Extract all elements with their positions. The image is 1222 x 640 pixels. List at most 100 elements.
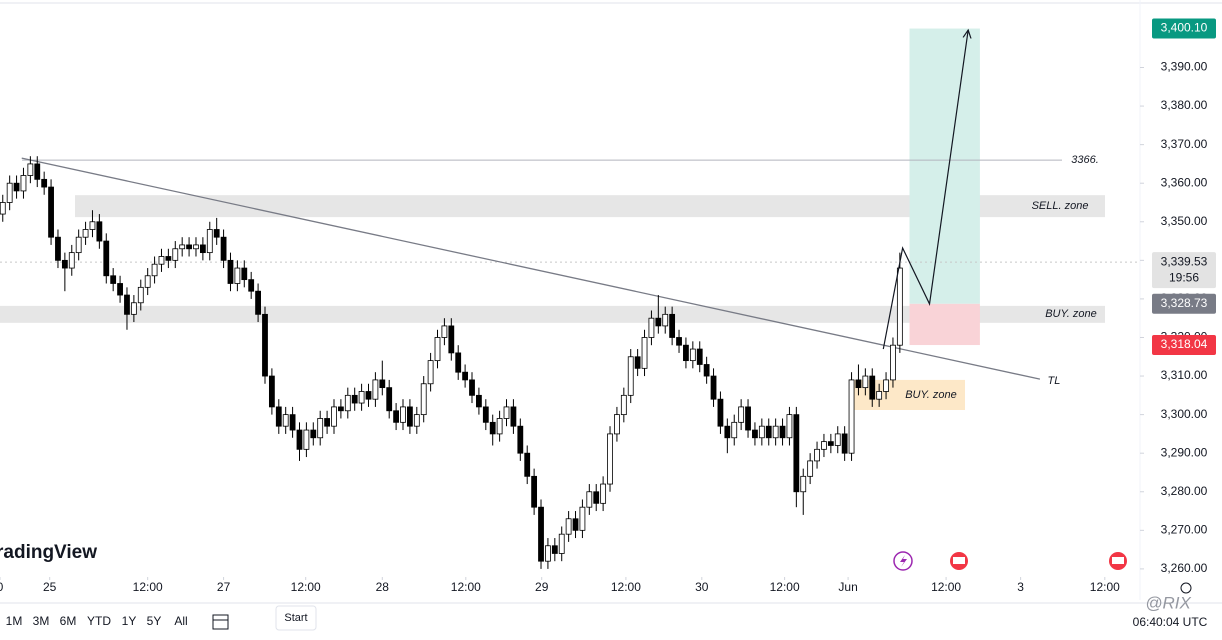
- candle-body: [110, 275, 117, 284]
- candle-body: [572, 518, 579, 531]
- candle-body: [524, 452, 531, 477]
- range-button[interactable]: 6M: [60, 614, 77, 628]
- candle-body: [158, 256, 165, 265]
- zone: [0, 305, 1105, 323]
- candle-body: [538, 506, 544, 562]
- candle-body: [565, 518, 572, 535]
- x-tick-label: 12:00: [291, 580, 321, 594]
- candle-body: [75, 236, 82, 254]
- range-button[interactable]: 5Y: [147, 614, 162, 628]
- candle-body: [89, 221, 96, 230]
- x-tick-label: 12:00: [770, 580, 800, 594]
- y-tick-label: 3,270.00: [1161, 523, 1208, 537]
- candle-body: [41, 178, 48, 188]
- event-icon-glyph: [953, 557, 965, 564]
- candle-body: [393, 410, 400, 423]
- candle-body: [317, 418, 324, 439]
- candle-body: [496, 418, 503, 435]
- candle-body: [579, 506, 586, 531]
- calendar-icon[interactable]: [212, 614, 229, 630]
- candle-body: [476, 394, 482, 408]
- range-button[interactable]: 3M: [33, 614, 50, 628]
- y-tick-label: 3,290.00: [1161, 445, 1208, 459]
- candle-body: [0, 202, 6, 215]
- candle-body: [545, 545, 551, 562]
- candle-body: [890, 344, 896, 381]
- range-button[interactable]: All: [174, 614, 187, 628]
- candle-body: [420, 383, 427, 416]
- zone-label: BUY. zone: [1045, 308, 1097, 320]
- candle-body: [137, 286, 144, 304]
- price-badge: [1152, 18, 1216, 39]
- candle-body: [531, 475, 538, 508]
- y-tick-label: 3,310.00: [1161, 368, 1208, 382]
- price-badge-label: 3,328.73: [1161, 296, 1208, 310]
- candle-body: [648, 317, 655, 338]
- range-button[interactable]: 1M: [6, 614, 23, 628]
- candle-body: [165, 256, 172, 261]
- candle-body: [144, 275, 151, 288]
- event-icon-glyph: [1112, 557, 1124, 564]
- candle-body: [551, 545, 558, 554]
- candle-body: [6, 182, 13, 203]
- candle-body: [814, 448, 820, 462]
- x-tick-label: 27: [217, 580, 231, 594]
- candle-body: [68, 252, 75, 269]
- candle-body: [193, 244, 199, 250]
- candle-body: [510, 406, 517, 427]
- x-tick-label: 12:00: [451, 580, 481, 594]
- zone: [850, 379, 965, 410]
- candle-body: [821, 441, 827, 450]
- candle-body: [13, 182, 20, 192]
- settings-icon[interactable]: [1180, 582, 1192, 594]
- candle-body: [517, 425, 524, 454]
- candle-body: [199, 244, 206, 254]
- candle-body: [351, 394, 358, 404]
- candle-body: [883, 379, 889, 392]
- candle-body: [724, 425, 731, 439]
- candle-body: [779, 425, 786, 439]
- zone-label: SELL. zone: [1032, 200, 1089, 212]
- candle-body: [275, 406, 282, 427]
- candle-body: [296, 429, 303, 450]
- position-profit: [909, 28, 980, 304]
- candle-body: [96, 221, 103, 242]
- candle-body: [365, 391, 372, 400]
- range-button[interactable]: YTD: [87, 614, 111, 628]
- price-badge: [1152, 252, 1216, 289]
- clock: 06:40:04 UTC: [1133, 615, 1208, 629]
- candle-body: [765, 425, 772, 439]
- candle-body: [289, 414, 296, 431]
- candle-body: [455, 352, 462, 373]
- candle-body: [213, 229, 220, 238]
- y-tick-label: 3,260.00: [1161, 561, 1208, 575]
- candle-body: [634, 356, 641, 369]
- candle-body: [731, 421, 738, 439]
- candle-body: [413, 414, 420, 427]
- range-button[interactable]: 1Y: [122, 614, 137, 628]
- candle-body: [503, 406, 510, 419]
- candle-body: [34, 163, 41, 180]
- event-icons: [893, 551, 1127, 571]
- y-tick-label: 3,280.00: [1161, 484, 1208, 498]
- candle-body: [255, 290, 261, 315]
- candle-body: [641, 337, 648, 369]
- x-tick-label: 12:00: [1090, 580, 1120, 594]
- candle-body: [841, 433, 848, 454]
- calendar-frame: [212, 614, 229, 630]
- candle-body: [241, 267, 248, 281]
- y-tick-label: 3,380.00: [1161, 98, 1208, 112]
- candle-body: [27, 163, 34, 176]
- position-loss: [909, 303, 980, 346]
- candle-body: [855, 379, 862, 389]
- candle-body: [655, 317, 662, 327]
- candle-body: [186, 244, 192, 250]
- y-tick-label: 3,360.00: [1161, 175, 1208, 189]
- candle-body: [683, 344, 689, 362]
- candle-body: [262, 313, 268, 377]
- event-icon-glyph: [900, 555, 907, 567]
- candle-body: [627, 356, 634, 396]
- candle-body: [662, 313, 669, 327]
